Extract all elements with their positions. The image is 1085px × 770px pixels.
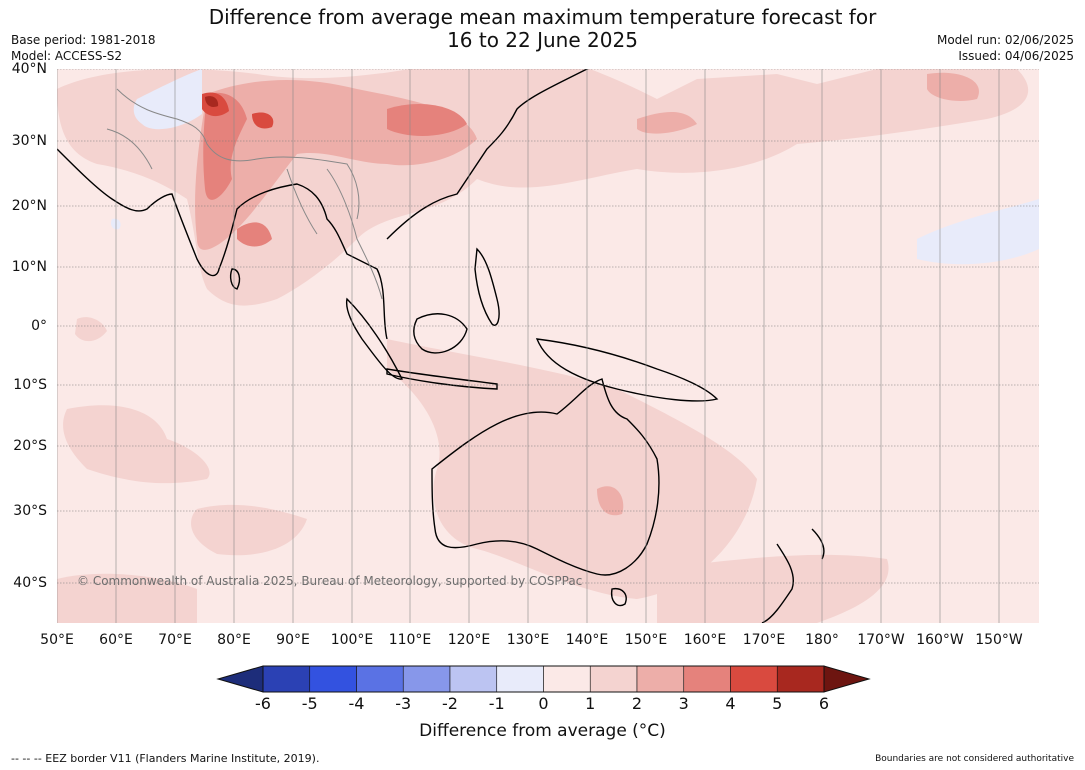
coast-borneo bbox=[413, 313, 468, 354]
country-borders bbox=[106, 88, 383, 300]
colorbar bbox=[216, 665, 871, 693]
lat-label: 20°S bbox=[13, 438, 47, 454]
colorbar-tick-label: 6 bbox=[818, 694, 830, 713]
anomaly-5-6-shading bbox=[205, 96, 219, 107]
lon-label: 50°E bbox=[40, 632, 74, 648]
colorbar-tick-label: 1 bbox=[585, 694, 596, 713]
lon-label: 170°W bbox=[857, 632, 905, 648]
issued-date: Issued: 04/06/2025 bbox=[958, 49, 1074, 63]
eez-note: -- -- -- EEZ border V11 (Flanders Marine… bbox=[11, 752, 320, 765]
lon-gridlines bbox=[57, 69, 1000, 623]
colorbar-cell bbox=[730, 665, 778, 693]
colorbar-cell bbox=[636, 665, 685, 693]
colorbar-tick-label: -4 bbox=[348, 694, 365, 713]
coast-java bbox=[386, 368, 498, 390]
base-period: Base period: 1981-2018 bbox=[11, 33, 156, 47]
model-name: Model: ACCESS-S2 bbox=[11, 49, 123, 63]
colorbar-left-arrow bbox=[216, 665, 264, 693]
coast-new-zealand bbox=[761, 528, 825, 623]
lon-label: 150°W bbox=[975, 632, 1023, 648]
lat-label: 0° bbox=[31, 318, 47, 334]
lon-label: 60°E bbox=[99, 632, 133, 648]
coast-arabia bbox=[57, 148, 388, 340]
map-title-line2: 16 to 22 June 2025 bbox=[447, 28, 638, 52]
colorbar-cell bbox=[309, 665, 357, 693]
meta-right: Model run: 02/06/2025 Issued: 04/06/2025 bbox=[937, 32, 1074, 64]
lon-label: 160°E bbox=[683, 632, 727, 648]
lon-label: 130°E bbox=[506, 632, 550, 648]
colorbar-tick-label: -5 bbox=[301, 694, 318, 713]
lat-label: 10°S bbox=[13, 377, 47, 393]
lon-label: 150°E bbox=[624, 632, 668, 648]
colorbar-label: Difference from average (°C) bbox=[419, 721, 666, 741]
lon-label: 160°W bbox=[916, 632, 964, 648]
lat-label: 40°N bbox=[11, 61, 47, 77]
anomaly-cool-shading bbox=[110, 69, 1039, 265]
copyright-notice: © Commonwealth of Australia 2025, Bureau… bbox=[77, 574, 583, 588]
coast-australia bbox=[431, 378, 660, 576]
lon-label: 110°E bbox=[388, 632, 432, 648]
coast-sri-lanka bbox=[229, 268, 241, 290]
lat-label: 30°S bbox=[13, 503, 47, 519]
colorbar-right-arrow bbox=[823, 665, 871, 693]
coastlines bbox=[57, 69, 825, 623]
colorbar-tick-label: 3 bbox=[678, 694, 689, 713]
coast-new-guinea bbox=[535, 338, 719, 402]
colorbar-cell bbox=[402, 665, 451, 693]
colorbar-cell bbox=[496, 665, 544, 693]
lon-label: 170°E bbox=[742, 632, 786, 648]
colorbar-tick-label: -1 bbox=[488, 694, 505, 713]
colorbar-cell bbox=[262, 665, 311, 693]
coast-tasmania bbox=[610, 587, 627, 607]
anomaly-3-4-shading bbox=[203, 92, 467, 247]
lon-label: 90°E bbox=[276, 632, 310, 648]
colorbar-cell bbox=[683, 665, 731, 693]
lat-label: 30°N bbox=[11, 133, 47, 149]
model-run: Model run: 02/06/2025 bbox=[936, 33, 1074, 47]
meta-left: Base period: 1981-2018 Model: ACCESS-S2 bbox=[11, 32, 156, 64]
coast-east-asia bbox=[386, 69, 589, 240]
boundaries-note: Boundaries are not considered authoritat… bbox=[875, 754, 1074, 764]
colorbar-tick-label: 0 bbox=[538, 694, 549, 713]
colorbar-cell bbox=[356, 665, 404, 693]
lat-label: 40°S bbox=[13, 575, 47, 591]
lon-label: 70°E bbox=[158, 632, 192, 648]
colorbar-tick-label: -3 bbox=[395, 694, 412, 713]
lon-label: 120°E bbox=[447, 632, 491, 648]
colorbar-tick-label: 5 bbox=[772, 694, 783, 713]
lon-label: 180° bbox=[805, 632, 839, 648]
colorbar-cell bbox=[543, 665, 591, 693]
map-title-line1: Difference from average mean maximum tem… bbox=[208, 5, 877, 29]
colorbar-cell bbox=[449, 665, 498, 693]
lon-label: 80°E bbox=[217, 632, 251, 648]
forecast-map: © Commonwealth of Australia 2025, Bureau… bbox=[57, 69, 1039, 623]
lon-label: 100°E bbox=[330, 632, 374, 648]
coast-sumatra bbox=[345, 297, 404, 380]
colorbar-cell bbox=[776, 665, 825, 693]
lon-label: 140°E bbox=[565, 632, 609, 648]
lat-label: 10°N bbox=[11, 259, 47, 275]
coast-philippines bbox=[474, 247, 500, 326]
colorbar-cell bbox=[589, 665, 638, 693]
colorbar-tick-label: -6 bbox=[255, 694, 271, 713]
lat-label: 20°N bbox=[11, 198, 47, 214]
map-canvas bbox=[57, 69, 1039, 623]
colorbar-tick-label: 4 bbox=[725, 694, 736, 713]
colorbar-tick-label: 2 bbox=[631, 694, 643, 713]
colorbar-tick-label: -2 bbox=[442, 694, 458, 713]
